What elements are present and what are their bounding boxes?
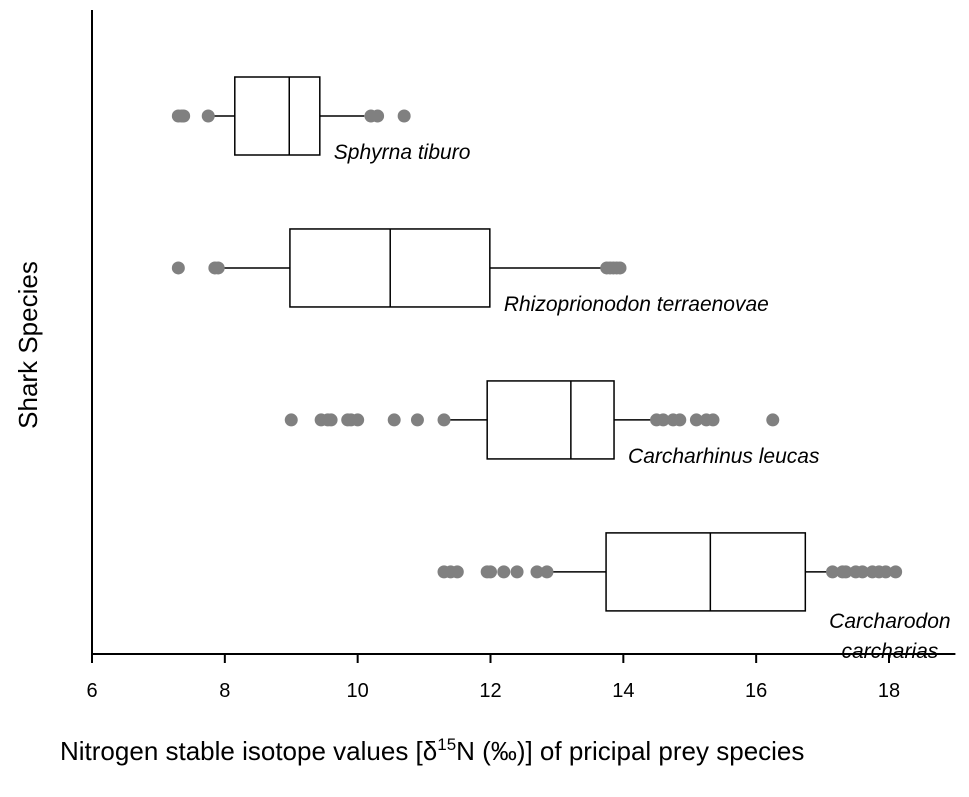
y-axis-label: Shark Species bbox=[13, 261, 43, 429]
outlier bbox=[613, 261, 627, 275]
x-tick-label: 12 bbox=[479, 680, 501, 702]
outlier bbox=[706, 413, 720, 427]
x-label-part: N (‰)] of pricipal prey species bbox=[456, 736, 804, 766]
species-label: carcharias bbox=[841, 640, 938, 663]
x-tick-label: 16 bbox=[745, 680, 767, 702]
outlier bbox=[211, 261, 225, 275]
box-group bbox=[437, 532, 903, 612]
x-label-part: Nitrogen stable isotope values [δ bbox=[60, 736, 437, 766]
outlier bbox=[397, 109, 411, 123]
x-tick-label: 18 bbox=[878, 680, 900, 702]
outlier bbox=[656, 413, 670, 427]
outlier bbox=[689, 413, 703, 427]
x-tick-label: 10 bbox=[347, 680, 369, 702]
outlier bbox=[530, 565, 544, 579]
box bbox=[234, 76, 321, 156]
outlier bbox=[484, 565, 497, 579]
x-label-superscript: 15 bbox=[437, 735, 456, 754]
outlier bbox=[540, 565, 554, 579]
outlier bbox=[497, 565, 511, 579]
species-label: Carcharodon bbox=[829, 610, 950, 633]
outlier bbox=[673, 413, 687, 427]
outlier bbox=[171, 261, 185, 275]
species-label: Sphyrna tiburo bbox=[334, 141, 471, 164]
x-tick-label: 14 bbox=[612, 680, 634, 702]
outlier bbox=[450, 565, 464, 579]
outlier bbox=[437, 413, 451, 427]
x-tick-label: 8 bbox=[219, 680, 230, 702]
outlier bbox=[371, 109, 385, 123]
species-label: Rhizoprionodon terraenovae bbox=[504, 293, 769, 316]
outlier bbox=[855, 565, 869, 579]
outlier bbox=[826, 565, 840, 579]
outlier bbox=[889, 565, 903, 579]
box-group bbox=[284, 380, 780, 460]
box-group bbox=[171, 228, 627, 308]
outlier bbox=[879, 565, 893, 579]
box-group bbox=[171, 76, 411, 156]
outlier bbox=[284, 413, 298, 427]
outlier bbox=[410, 413, 424, 427]
outlier bbox=[387, 413, 401, 427]
box bbox=[486, 380, 615, 460]
outlier bbox=[766, 413, 780, 427]
outlier bbox=[351, 413, 365, 427]
box bbox=[605, 532, 807, 612]
species-label: Carcharhinus leucas bbox=[628, 445, 820, 468]
outlier bbox=[177, 109, 191, 123]
x-tick-label: 6 bbox=[86, 680, 97, 702]
outlier bbox=[839, 565, 853, 579]
outlier bbox=[324, 413, 338, 427]
outlier bbox=[201, 109, 215, 123]
outlier bbox=[510, 565, 524, 579]
x-axis-label: Nitrogen stable isotope values [δ15N (‰)… bbox=[60, 735, 804, 766]
